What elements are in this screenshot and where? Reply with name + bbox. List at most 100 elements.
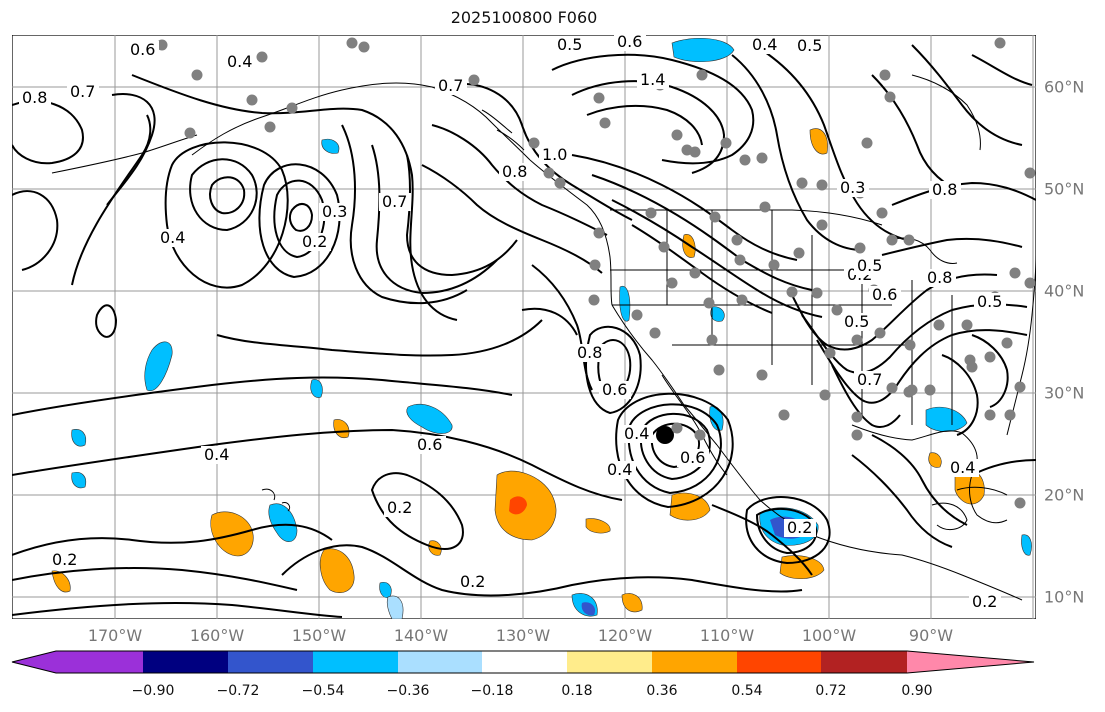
- station-dot: [876, 207, 888, 219]
- contour-mid-1: [216, 319, 543, 357]
- colorbar-tick-label: −0.72: [216, 683, 260, 699]
- shade-red-1: [509, 496, 527, 515]
- aleutian-chain: [51, 134, 198, 174]
- contour-ring-2: [209, 176, 246, 215]
- colorbar-segment: [737, 651, 821, 673]
- shade-blue-16: [581, 602, 596, 616]
- station-dot: [286, 102, 298, 114]
- contour-n-7: [631, 224, 773, 314]
- contour-hi-2: [585, 325, 642, 415]
- station-dot: [831, 304, 843, 316]
- colorbar-segment: [228, 651, 313, 673]
- station-dot: [468, 74, 480, 86]
- contour-storm-3: [627, 403, 722, 495]
- contour-n-6: [611, 199, 823, 318]
- station-dot: [961, 319, 973, 331]
- contour-pac-2: [12, 428, 623, 501]
- contour-label: 0.2: [52, 550, 77, 569]
- contour-label: 0.5: [557, 35, 582, 54]
- shade-blue-4: [268, 503, 298, 542]
- station-dots: [156, 37, 1036, 509]
- contour-mid-9: [531, 264, 593, 391]
- lon-tick-90w: 90°W: [908, 626, 954, 645]
- yucatan: [931, 502, 968, 531]
- contour-west-2: [71, 114, 152, 286]
- station-dot: [543, 167, 555, 179]
- station-dot: [694, 429, 706, 441]
- station-dot: [658, 241, 670, 253]
- lon-tick-100w: 100°W: [801, 626, 857, 645]
- contour-label: 0.2: [460, 572, 485, 591]
- station-dot: [768, 259, 780, 271]
- station-dot: [816, 179, 828, 191]
- map-title: 2025100800 F060: [450, 8, 598, 27]
- shade-orange-6: [585, 518, 611, 534]
- station-dot: [778, 409, 790, 421]
- contour-label: 0.4: [950, 458, 975, 477]
- shade-blue-2: [406, 404, 453, 434]
- station-dot: [984, 409, 996, 421]
- station-dot: [886, 234, 898, 246]
- contour-label: 0.7: [70, 82, 95, 101]
- station-dot: [879, 69, 891, 81]
- lon-tick-120w: 120°W: [597, 626, 653, 645]
- shade-lightblue-1: [386, 595, 404, 619]
- contour-west-5: [12, 190, 59, 271]
- station-dot: [358, 41, 370, 53]
- station-dot: [886, 382, 898, 394]
- shade-orange-3: [319, 548, 355, 594]
- contour-label: 1.4: [640, 70, 665, 89]
- shade-orange-11: [333, 419, 350, 438]
- contour-n-2: [571, 80, 726, 174]
- contour-label: 0.7: [857, 370, 882, 389]
- contour-label: 0.5: [797, 36, 822, 55]
- contour-n-5: [591, 174, 813, 291]
- contour-e-8: [971, 334, 1009, 408]
- station-dot: [645, 207, 657, 219]
- station-dot: [713, 364, 725, 376]
- contour-e-10: [911, 44, 1023, 146]
- contour-label: 0.6: [680, 448, 705, 467]
- station-dot: [264, 121, 276, 133]
- colorbar-tick-label: −0.90: [131, 683, 175, 699]
- station-dot: [994, 37, 1006, 49]
- station-dot: [191, 69, 203, 81]
- lat-tick-20n: 20°N: [1044, 485, 1085, 505]
- contour-label: 0.8: [927, 268, 952, 287]
- contour-label: 0.2: [302, 232, 327, 251]
- contour-label: 0.5: [857, 256, 882, 275]
- contour-label: 0.6: [130, 40, 155, 59]
- contour-label: 0.6: [872, 285, 897, 304]
- station-dot: [861, 137, 873, 149]
- station-dot: [933, 319, 945, 331]
- station-dot: [924, 384, 936, 396]
- contour-label: 0.2: [972, 592, 997, 611]
- contour-e-9: [871, 74, 958, 191]
- shade-orange-8: [809, 128, 828, 155]
- station-dot: [756, 369, 768, 381]
- alaska-coast: [191, 82, 531, 161]
- contour-e-6: [891, 181, 1036, 206]
- california-coast: [611, 304, 718, 446]
- contour-pac-4: [12, 523, 333, 556]
- station-dot: [1001, 337, 1013, 349]
- contour-labels: 0.60.40.70.80.5 0.6 0.50.40.7 1.41.00.80.70…: [19, 35, 1006, 611]
- station-dot: [793, 247, 805, 259]
- station-dot: [731, 234, 743, 246]
- station-dot: [874, 327, 886, 339]
- station-dot: [1004, 409, 1016, 421]
- colorbar-segment: [482, 651, 567, 673]
- station-dot: [796, 177, 808, 189]
- contour-label: 0.5: [844, 312, 869, 331]
- colorbar-tick-label: 0.72: [815, 683, 847, 699]
- contour-label: 0.6: [417, 435, 442, 454]
- contour-ring-4: [258, 163, 341, 279]
- contour-mid-6: [451, 83, 633, 221]
- lon-tick-140w: 140°W: [393, 626, 449, 645]
- colorbar-segment: [907, 651, 1034, 673]
- shade-blue-13: [710, 306, 725, 322]
- colorbar-segment: [313, 651, 398, 673]
- contour-s-2: [755, 507, 817, 555]
- contour-mid-7: [431, 124, 608, 236]
- shade-blue-8: [71, 472, 87, 489]
